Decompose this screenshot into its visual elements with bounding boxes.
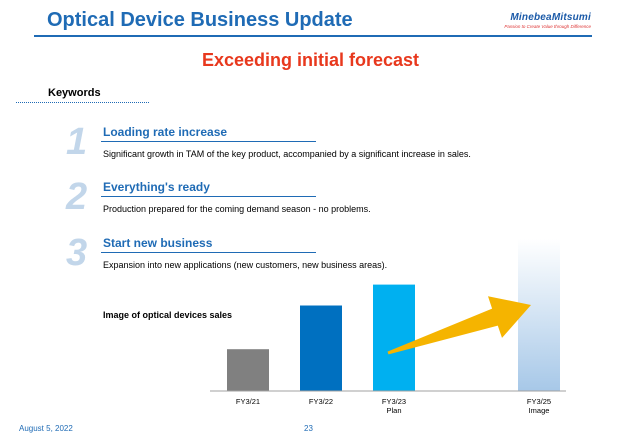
header-divider [34,35,592,37]
keyword-item: 1 Loading rate increase Significant grow… [0,121,621,173]
x-axis-labels: FY3/21 FY3/22 FY3/23 Plan FY3/25 Image [236,397,551,415]
logo-tagline: Passion to Create Value through Differen… [504,24,591,29]
logo-wordmark: MinebeaMitsumi [510,12,591,23]
keyword-item: 3 Start new business Expansion into new … [0,232,621,284]
bar-fy3-21 [227,349,269,391]
slide-subtitle: Exceeding initial forecast [201,50,420,70]
x-tick-label: FY3/23 Plan [382,397,406,415]
keyword-title-underline [101,141,316,142]
keyword-number: 2 [66,176,88,218]
keyword-number: 3 [66,232,88,274]
keyword-description: Expansion into new applications (new cus… [103,260,388,270]
keyword-title: Loading rate increase [103,125,228,139]
chart-title: Image of optical devices sales [103,310,233,320]
growth-arrow-layer [387,296,531,355]
bars-layer [227,239,560,391]
bar-fy3-22 [300,305,342,391]
footer-date: August 5, 2022 [19,424,73,433]
x-tick-label: FY3/21 [236,397,260,406]
keyword-title-underline [101,196,316,197]
keywords-heading: Keywords [48,87,101,99]
x-tick-label: FY3/25 Image [527,397,551,415]
keyword-number: 1 [66,121,88,163]
x-tick-label: FY3/22 [309,397,333,406]
company-logo: MinebeaMitsumi Passion to Create Value t… [504,12,591,29]
page-title: Optical Device Business Update [47,9,353,31]
bar-fy3-23-plan [373,284,415,391]
keyword-title: Start new business [103,236,213,250]
bar-fy3-25-image [518,239,560,391]
keywords-divider [16,102,149,103]
keyword-title-underline [101,252,316,253]
keyword-description: Significant growth in TAM of the key pro… [103,149,471,159]
keyword-item: 2 Everything's ready Production prepared… [0,176,621,228]
growth-arrow [387,296,531,355]
keyword-description: Production prepared for the coming deman… [103,204,371,214]
page-number: 23 [304,424,313,433]
keyword-title: Everything's ready [103,180,210,194]
